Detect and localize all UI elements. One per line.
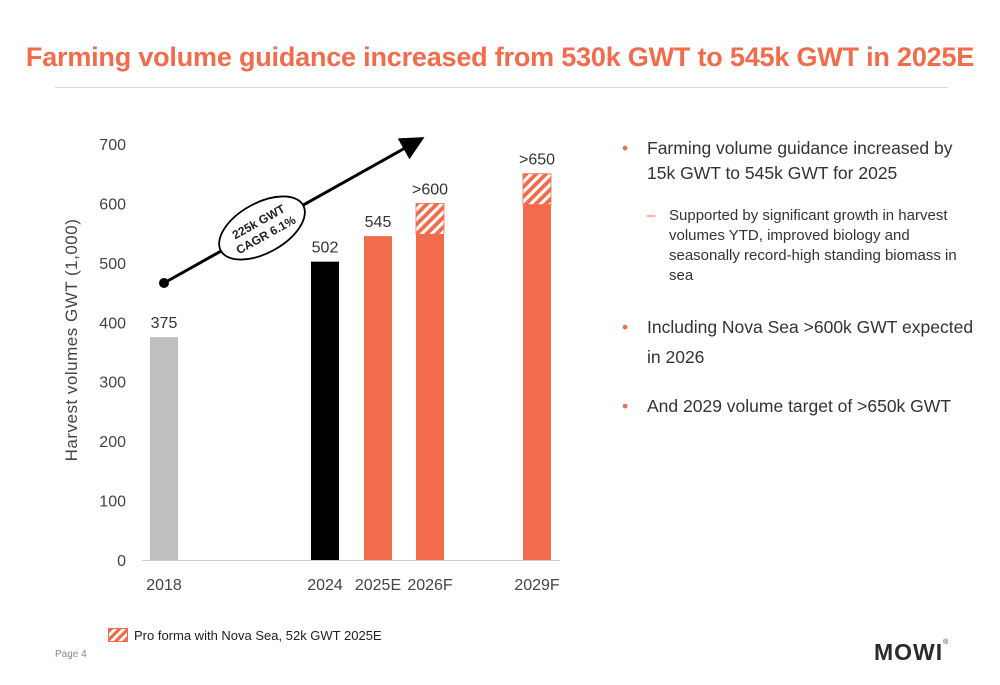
annotation-ellipse	[218, 195, 306, 261]
bullet-item: • And 2029 volume target of >650k GWT	[620, 394, 980, 419]
pro-forma-bar-2026F	[415, 203, 445, 235]
sub-bullet-text: Supported by significant growth in harve…	[669, 207, 957, 284]
value-label: >650	[519, 152, 555, 169]
value-label: 545	[365, 214, 392, 231]
bullet-item: • Including Nova Sea >600k GWT expected …	[620, 312, 980, 372]
y-tick-label: 100	[99, 494, 126, 511]
bullet-text: Farming volume guidance increased by 15k…	[647, 138, 953, 183]
y-tick-label: 0	[117, 553, 126, 570]
legend-hatch-swatch	[108, 628, 128, 642]
sub-bullet-item: – Supported by significant growth in har…	[620, 206, 980, 286]
bar-2026F	[416, 234, 444, 560]
x-tick-label: 2024	[307, 577, 343, 594]
value-label: 375	[151, 315, 178, 332]
bar-2029F	[523, 204, 551, 561]
y-axis-label: Harvest volumes GWT (1,000)	[62, 219, 81, 462]
mowi-logo: MOWI®	[874, 639, 950, 665]
key-points-list: • Farming volume guidance increased by 1…	[620, 136, 980, 419]
bullet-text: Including Nova Sea >600k GWT expected in…	[647, 317, 974, 367]
x-tick-label: 2029F	[514, 577, 560, 594]
chart-legend: Pro forma with Nova Sea, 52k GWT 2025E	[108, 626, 382, 644]
y-tick-label: 600	[99, 196, 126, 213]
bullet-item: • Farming volume guidance increased by 1…	[620, 136, 980, 186]
y-tick-label: 700	[99, 137, 126, 154]
x-tick-label: 2026F	[407, 577, 453, 594]
bar-2025E	[364, 236, 392, 560]
pro-forma-bar-2029F	[522, 173, 552, 206]
bullet-dot-icon: •	[622, 317, 629, 337]
x-tick-label: 2018	[146, 577, 182, 594]
bullet-dot-icon: •	[622, 396, 629, 416]
page-title: Farming volume guidance increased from 5…	[25, 42, 975, 72]
bullet-dot-icon: •	[622, 138, 629, 158]
bar-2024	[311, 261, 339, 560]
bar-2018	[150, 337, 178, 560]
legend-label: Pro forma with Nova Sea, 52k GWT 2025E	[134, 627, 382, 643]
value-label: >600	[412, 181, 448, 198]
y-tick-label: 300	[99, 375, 126, 392]
title-divider	[55, 87, 948, 88]
y-tick-label: 200	[99, 434, 126, 451]
page-number: Page 4	[55, 649, 87, 660]
sub-bullet-dash-icon: –	[647, 207, 656, 224]
bullet-text: And 2029 volume target of >650k GWT	[647, 396, 951, 416]
harvest-volume-chart: 0 100 200 300 400 500 600 700 Harvest volumes GW…	[62, 137, 560, 594]
y-tick-label: 400	[99, 315, 126, 332]
y-tick-label: 500	[99, 256, 126, 273]
value-label: 502	[312, 240, 339, 257]
x-tick-label: 2025E	[355, 577, 401, 594]
